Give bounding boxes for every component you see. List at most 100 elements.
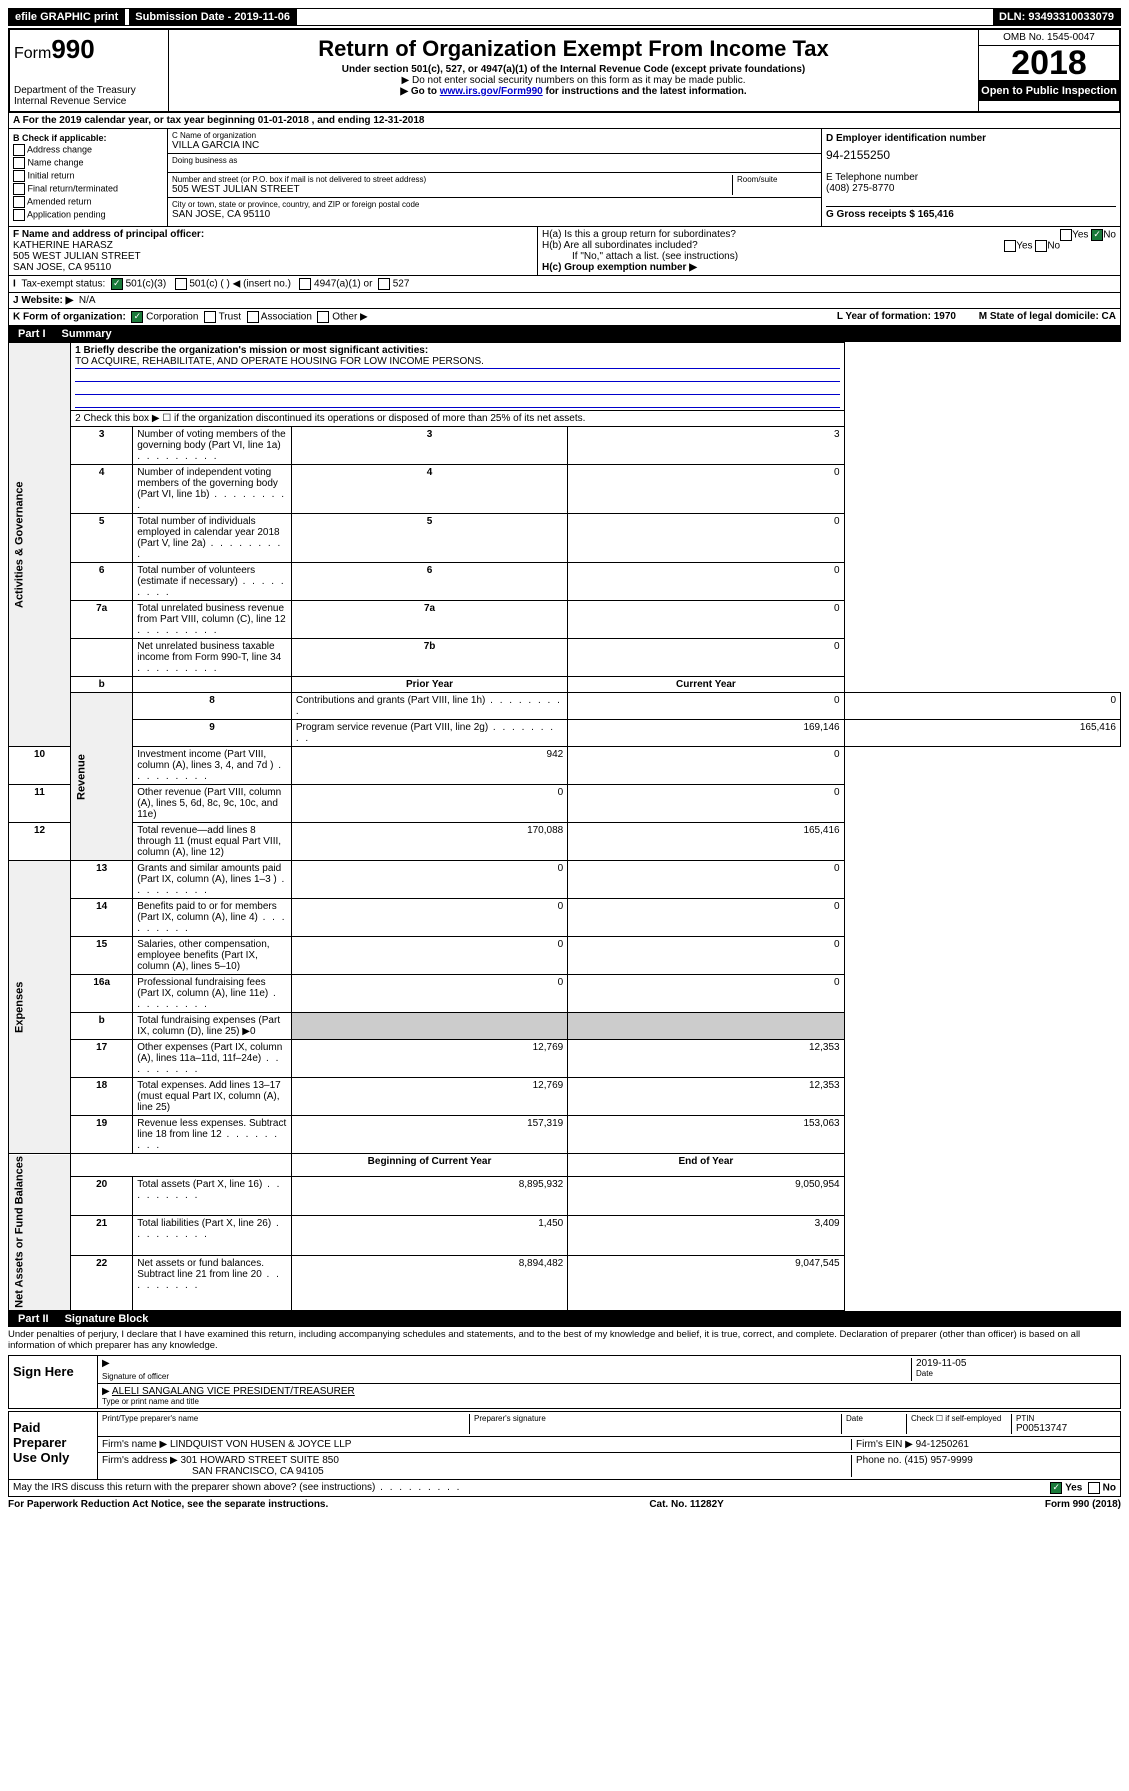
form-title: Return of Organization Exempt From Incom… [173, 36, 974, 62]
penalties-text: Under penalties of perjury, I declare th… [8, 1327, 1121, 1353]
chk-other[interactable] [317, 311, 329, 323]
form-990-number: 990 [51, 34, 94, 64]
exp-row-16b: bTotal fundraising expenses (Part IX, co… [9, 1013, 1121, 1040]
m-domicile: M State of legal domicile: CA [979, 311, 1116, 322]
footer: For Paperwork Reduction Act Notice, see … [8, 1497, 1121, 1512]
chk-501c[interactable] [175, 278, 187, 290]
chk-final-return[interactable]: Final return/terminated [13, 183, 163, 195]
part2-tab: Part II [14, 1313, 53, 1325]
city-value: SAN JOSE, CA 95110 [172, 209, 817, 220]
firm-name-label: Firm's name ▶ [102, 1439, 167, 1450]
side-revenue: Revenue [71, 693, 133, 861]
discuss-text: May the IRS discuss this return with the… [13, 1482, 461, 1494]
exp-row-19: 19Revenue less expenses. Subtract line 1… [9, 1116, 1121, 1154]
city-cell: City or town, state or province, country… [168, 198, 821, 222]
chk-discuss-no[interactable] [1088, 1482, 1100, 1494]
chk-application-pending[interactable]: Application pending [13, 209, 163, 221]
chk-discuss-yes[interactable] [1050, 1482, 1062, 1494]
chk-corporation[interactable] [131, 311, 143, 323]
chk-4947[interactable] [299, 278, 311, 290]
chk-527[interactable] [378, 278, 390, 290]
prep-date-label: Date [841, 1414, 906, 1434]
chk-trust[interactable] [204, 311, 216, 323]
footer-left: For Paperwork Reduction Act Notice, see … [8, 1499, 328, 1510]
sig-officer-line: ▶ Signature of officer 2019-11-05 Date [98, 1356, 1120, 1384]
exp-row-14: 14Benefits paid to or for members (Part … [9, 899, 1121, 937]
phone-value: (408) 275-8770 [826, 183, 1116, 194]
line1-label: 1 Briefly describe the organization's mi… [75, 345, 839, 356]
firm-addr-label: Firm's address ▶ [102, 1455, 178, 1466]
paid-preparer-label: Paid Preparer Use Only [9, 1412, 98, 1479]
hb-label: H(b) Are all subordinates included? [542, 240, 698, 251]
street-label: Number and street (or P.O. box if mail i… [172, 175, 732, 184]
prep-check[interactable]: Check ☐ if self-employed [906, 1414, 1011, 1434]
note-ssn: ▶ Do not enter social security numbers o… [173, 75, 974, 86]
net-row-22: 22Net assets or fund balances. Subtract … [9, 1255, 1121, 1310]
chk-initial-return[interactable]: Initial return [13, 170, 163, 182]
org-name-cell: C Name of organization VILLA GARCIA INC [168, 129, 821, 154]
gross-receipts: G Gross receipts $ 165,416 [826, 206, 1116, 220]
firm-addr2: SAN FRANCISCO, CA 94105 [102, 1466, 851, 1477]
part1-tab: Part I [14, 328, 50, 340]
org-name: VILLA GARCIA INC [172, 140, 817, 151]
net-row-20: 20Total assets (Part X, line 16)8,895,93… [9, 1177, 1121, 1216]
hb-note: If "No," attach a list. (see instruction… [542, 251, 1116, 262]
rev-row-9: 9Program service revenue (Part VIII, lin… [9, 720, 1121, 747]
officer-name: KATHERINE HARASZ [13, 240, 533, 251]
phone-label: E Telephone number [826, 172, 1116, 183]
footer-right: Form 990 (2018) [1045, 1499, 1121, 1510]
sig-name: ALELI SANGALANG VICE PRESIDENT/TREASURER [112, 1386, 355, 1397]
section-fh: F Name and address of principal officer:… [8, 227, 1121, 276]
form-prefix: Form [14, 45, 51, 62]
row-a-text: A For the 2019 calendar year, or tax yea… [13, 115, 424, 126]
website-value: N/A [79, 295, 96, 306]
part1-title: Summary [62, 328, 112, 340]
hdr-prior-current: bPrior YearCurrent Year [9, 677, 1121, 693]
mission-text: TO ACQUIRE, REHABILITATE, AND OPERATE HO… [75, 356, 839, 369]
sign-here-label: Sign Here [9, 1356, 98, 1408]
hb-row: H(b) Are all subordinates included? Yes … [542, 240, 1116, 251]
exp-row-16a: 16aProfessional fundraising fees (Part I… [9, 975, 1121, 1013]
firm-name: LINDQUIST VON HUSEN & JOYCE LLP [170, 1439, 352, 1450]
side-governance: Activities & Governance [9, 343, 71, 747]
mission-blank1 [75, 369, 839, 382]
chk-amended-return[interactable]: Amended return [13, 196, 163, 208]
irs-link[interactable]: www.irs.gov/Form990 [440, 86, 543, 97]
city-label: City or town, state or province, country… [172, 200, 817, 209]
form-subtitle: Under section 501(c), 527, or 4947(a)(1)… [173, 64, 974, 75]
sig-date-label: Date [916, 1369, 1116, 1378]
efile-label[interactable]: efile GRAPHIC print [9, 9, 125, 25]
col-de: D Employer identification number 94-2155… [821, 129, 1120, 226]
ptin-value: P00513747 [1016, 1423, 1116, 1434]
chk-association[interactable] [247, 311, 259, 323]
gov-row-3: 3Number of voting members of the governi… [9, 427, 1121, 465]
chk-name-change[interactable]: Name change [13, 157, 163, 169]
summary-table: Activities & Governance 1 Briefly descri… [8, 342, 1121, 1311]
row-k-form-org: K Form of organization: Corporation Trus… [8, 309, 1121, 326]
officer-label: F Name and address of principal officer: [13, 229, 533, 240]
form-number: Form990 [14, 34, 164, 65]
row-a-tax-year: A For the 2019 calendar year, or tax yea… [8, 113, 1121, 129]
org-name-label: C Name of organization [172, 131, 817, 140]
rev-row-10: 10Investment income (Part VIII, column (… [9, 747, 1121, 785]
row-i-tax-exempt: I Tax-exempt status: 501(c)(3) 501(c) ( … [8, 276, 1121, 293]
header-left: Form990 Department of the Treasury Inter… [10, 30, 169, 111]
dept-treasury: Department of the Treasury [14, 85, 164, 96]
row-j-website: J Website: ▶ N/A [8, 293, 1121, 309]
ein-label: D Employer identification number [826, 133, 1116, 144]
ein-value: 94-2155250 [826, 148, 1116, 162]
chk-501c3[interactable] [111, 278, 123, 290]
sig-name-line: ▶ ALELI SANGALANG VICE PRESIDENT/TREASUR… [98, 1384, 1120, 1408]
sig-name-label: Type or print name and title [102, 1397, 355, 1406]
gov-row-7b: Net unrelated business taxable income fr… [9, 639, 1121, 677]
mission-blank3 [75, 395, 839, 408]
header-right: OMB No. 1545-0047 2018 Open to Public In… [978, 30, 1119, 111]
room-label: Room/suite [732, 175, 817, 195]
section-bcde: B Check if applicable: Address change Na… [8, 129, 1121, 227]
note2-pre: ▶ Go to [400, 86, 439, 97]
chk-address-change[interactable]: Address change [13, 144, 163, 156]
gov-row-5: 5Total number of individuals employed in… [9, 514, 1121, 563]
col-h-group: H(a) Is this a group return for subordin… [537, 227, 1120, 275]
hc-label: H(c) Group exemption number ▶ [542, 262, 1116, 273]
col-c-org-info: C Name of organization VILLA GARCIA INC … [168, 129, 821, 226]
